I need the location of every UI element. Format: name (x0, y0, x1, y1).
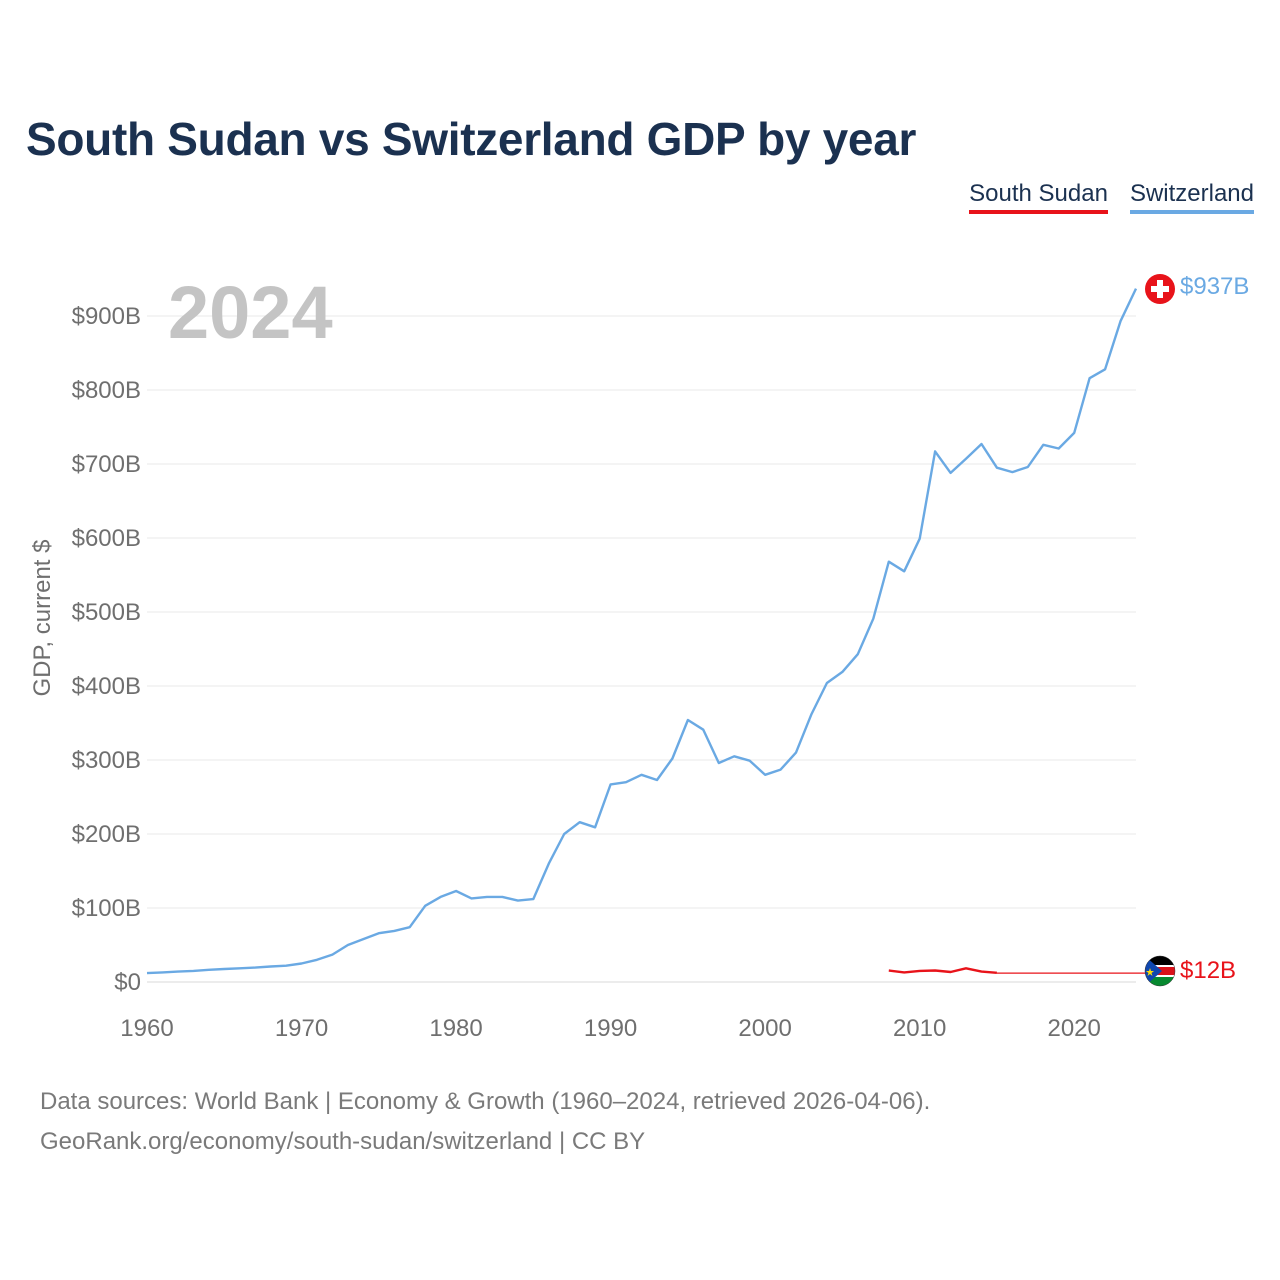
x-tick-label: 1970 (275, 1015, 328, 1042)
legend-south-sudan[interactable]: South Sudan (969, 180, 1108, 214)
y-tick-label: $800B (72, 377, 141, 404)
gridlines (147, 315, 1136, 983)
series-line-switzerland (146, 288, 1138, 975)
y-tick-label: $900B (72, 303, 141, 330)
y-tick-label: $700B (72, 451, 141, 478)
year-display: 2024 (168, 271, 333, 354)
y-tick-label: $100B (72, 895, 141, 922)
legend-switzerland[interactable]: Switzerland (1129, 180, 1254, 214)
y-tick-label: $0 (114, 969, 141, 996)
x-tick-label: 2010 (893, 1015, 946, 1042)
south-sudan-end-label: $12B (1180, 957, 1236, 984)
chart-title: South Sudan vs Switzerland GDP by year (26, 113, 917, 165)
y-tick-label: $600B (72, 525, 141, 552)
y-axis-ticks: $0 $100B $200B $300B $400B $500B $600B $700B $80… (72, 303, 141, 996)
x-axis-ticks: 1960 1970 1980 1990 2000 2010 2020 (120, 1015, 1101, 1042)
y-tick-label: $200B (72, 821, 141, 848)
x-tick-label: 1990 (584, 1015, 637, 1042)
x-tick-label: 2000 (738, 1015, 791, 1042)
y-tick-label: $400B (72, 673, 141, 700)
legend: South Sudan Switzerland (969, 180, 1254, 214)
x-tick-label: 1980 (429, 1015, 482, 1042)
series-lines (146, 288, 1146, 975)
gdp-line-chart: $0 $100B $200B $300B $400B $500B $600B $700B $80… (29, 271, 1249, 1042)
y-axis-label: GDP, current $ (29, 540, 56, 697)
x-tick-label: 2020 (1047, 1015, 1100, 1042)
footer: Data sources: World Bank | Economy & Gro… (40, 1082, 930, 1162)
switzerland-flag-icon (1145, 274, 1175, 304)
south-sudan-flag-icon (1144, 955, 1176, 987)
footer-attribution: GeoRank.org/economy/south-sudan/switzerl… (40, 1128, 646, 1155)
y-tick-label: $500B (72, 599, 141, 626)
footer-sources: Data sources: World Bank | Economy & Gro… (40, 1088, 931, 1115)
series-line-south-sudan (888, 967, 997, 974)
y-tick-label: $300B (72, 747, 141, 774)
switzerland-end-label: $937B (1180, 273, 1249, 300)
x-tick-label: 1960 (120, 1015, 173, 1042)
